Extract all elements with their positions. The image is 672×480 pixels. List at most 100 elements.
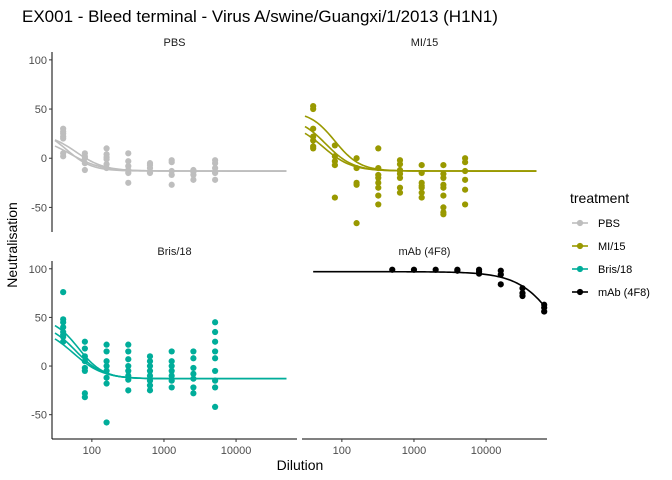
data-point	[212, 176, 219, 183]
data-point	[541, 308, 548, 315]
data-point	[519, 292, 526, 300]
data-point	[103, 341, 110, 348]
data-point	[81, 160, 88, 167]
data-point	[146, 353, 154, 360]
data-point	[60, 135, 67, 142]
data-point	[212, 348, 219, 355]
legend-item-bris-18: Bris/18	[572, 264, 632, 276]
legend: PBS MI/15 Bris/18 mAb (4F8)	[572, 218, 650, 299]
data-point	[375, 179, 382, 186]
data-point	[81, 358, 88, 365]
legend-marker	[576, 288, 584, 296]
data-point	[462, 176, 469, 183]
panel-pbs: PBS 100 50 0 -50	[29, 37, 287, 232]
y-tick-label: 0	[41, 153, 47, 165]
data-point	[396, 184, 404, 191]
y-tick-label: -50	[31, 410, 47, 422]
data-point	[146, 382, 154, 389]
data-point	[331, 142, 338, 149]
data-point	[103, 419, 110, 426]
data-point	[125, 341, 132, 348]
data-point	[168, 367, 175, 375]
data-point	[190, 355, 197, 362]
data-point	[410, 266, 418, 273]
data-point	[462, 167, 469, 175]
data-point	[519, 285, 526, 292]
legend-marker	[576, 219, 584, 227]
data-point	[125, 150, 132, 157]
data-point	[418, 189, 425, 196]
data-point	[60, 338, 67, 345]
data-point	[168, 384, 175, 391]
data-point	[396, 161, 404, 168]
data-point	[310, 145, 317, 152]
data-point	[418, 194, 425, 201]
panel-label: MI/15	[411, 37, 439, 49]
data-point	[190, 176, 197, 183]
data-point	[125, 362, 132, 370]
data-point	[60, 289, 67, 296]
data-point	[331, 162, 338, 169]
data-point	[103, 362, 110, 370]
data-point	[475, 270, 483, 277]
data-point	[375, 192, 382, 199]
data-point	[190, 348, 197, 355]
panel-label: Bris/18	[157, 246, 191, 258]
data-point	[125, 158, 132, 165]
data-point	[146, 372, 154, 379]
data-point	[310, 125, 317, 132]
fit-curve	[313, 270, 545, 307]
legend-label: Bris/18	[598, 264, 632, 276]
data-point	[60, 324, 67, 331]
data-point	[146, 377, 154, 384]
panel-bris-18: Bris/18 100 50 0 -50 100 1000 10000	[29, 246, 297, 457]
y-tick-label: 50	[35, 104, 47, 116]
data-point	[146, 358, 154, 365]
data-point	[432, 266, 439, 273]
data-point	[146, 362, 154, 370]
data-point	[190, 384, 197, 391]
y-tick-label: 100	[29, 264, 47, 276]
data-point	[168, 377, 175, 384]
data-point	[212, 384, 219, 391]
data-point	[60, 333, 67, 340]
data-point	[331, 194, 338, 201]
data-point	[418, 162, 425, 169]
data-point	[212, 164, 219, 172]
data-point	[168, 372, 175, 379]
y-axis-title: Neutralisation	[4, 202, 20, 288]
data-point	[168, 159, 175, 166]
data-point	[81, 338, 88, 345]
data-point	[353, 220, 360, 227]
data-point	[103, 156, 110, 163]
data-point	[310, 137, 317, 144]
data-point	[125, 356, 132, 363]
data-point	[440, 211, 447, 218]
data-point	[389, 266, 396, 273]
legend-marker	[576, 242, 584, 250]
data-point	[310, 105, 317, 113]
data-point	[190, 364, 197, 372]
chart-title: EX001 - Bleed terminal - Virus A/swine/G…	[22, 7, 498, 26]
fit-curve	[54, 139, 287, 172]
legend-item-mi-15: MI/15	[572, 241, 626, 253]
data-point	[454, 267, 461, 274]
data-point	[418, 184, 425, 191]
data-point	[462, 186, 469, 193]
data-point	[125, 169, 132, 177]
data-point	[440, 204, 447, 211]
data-point	[190, 375, 197, 382]
data-point	[212, 403, 219, 411]
panel-mab-4f8: mAb (4F8) 100 1000 10000	[302, 246, 548, 457]
data-point	[375, 145, 382, 152]
data-point	[81, 345, 88, 352]
data-point	[168, 362, 175, 370]
data-point	[81, 394, 88, 401]
data-point	[375, 174, 382, 182]
data-point	[60, 319, 67, 326]
data-point	[212, 169, 219, 177]
y-tick-label: 100	[29, 55, 47, 67]
data-point	[375, 184, 382, 191]
data-point	[353, 164, 360, 172]
